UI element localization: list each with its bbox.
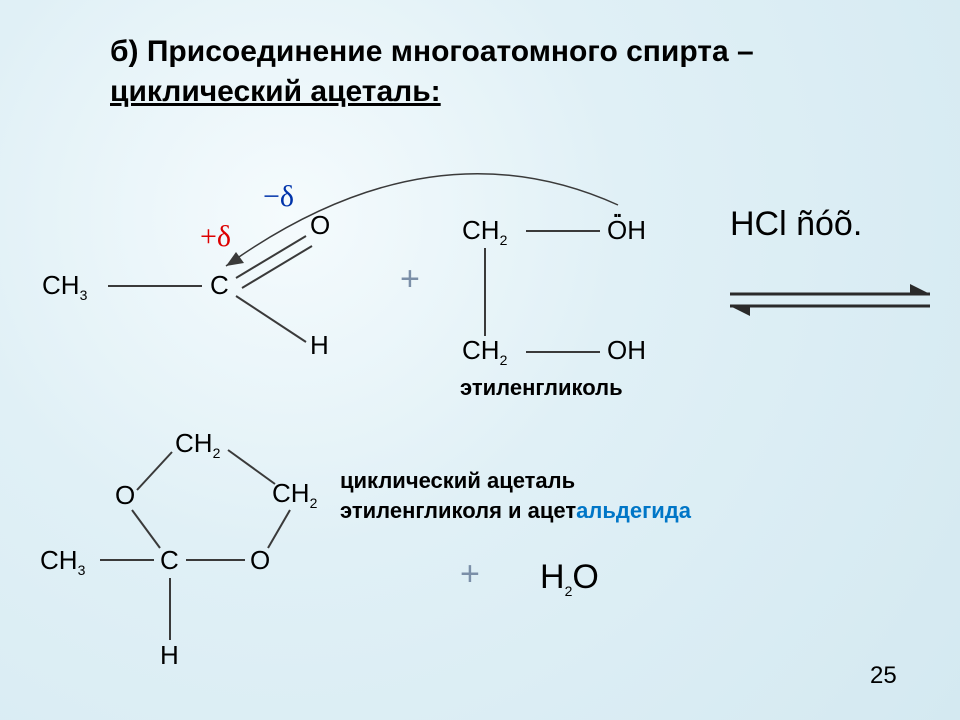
aldehyde-c: C: [210, 270, 229, 301]
product-ch2-top: CH2: [175, 428, 220, 461]
glycol-oh-bot: OH: [607, 335, 646, 366]
product-c: C: [160, 545, 179, 576]
heading-line2: циклический ацеталь:: [110, 75, 441, 109]
delta-negative: −δ: [263, 180, 294, 214]
product-label-1: циклический ацеталь: [340, 468, 575, 494]
glycol-ch2-top: CH2: [462, 215, 507, 248]
product-o-right: O: [250, 545, 270, 576]
glycol-ch2-bot: CH2: [462, 335, 507, 368]
water: H2O: [540, 558, 599, 599]
aldehyde-ch3: CH3: [42, 270, 87, 303]
product-ch2-right: CH2: [272, 478, 317, 511]
aldehyde-o: O: [310, 210, 330, 241]
product-label-2: этиленгликоля и ацетальдегида: [340, 498, 691, 524]
lone-pair-dots: ..: [613, 200, 620, 223]
page-number: 25: [870, 662, 897, 690]
plus-icon-2: +: [460, 555, 480, 594]
slide: б) Присоединение многоатомного спирта – …: [0, 0, 960, 720]
delta-positive: +δ: [200, 220, 231, 254]
product-ch3: CH3: [40, 545, 85, 578]
product-h: H: [160, 640, 179, 671]
catalyst-label: HCl ñóõ.: [730, 205, 862, 244]
glycol-label: этиленгликоль: [460, 375, 623, 401]
aldehyde-h: H: [310, 330, 329, 361]
plus-icon-1: +: [400, 260, 420, 299]
heading-line1: б) Присоединение многоатомного спирта –: [110, 35, 754, 69]
product-o-topleft: O: [115, 480, 135, 511]
